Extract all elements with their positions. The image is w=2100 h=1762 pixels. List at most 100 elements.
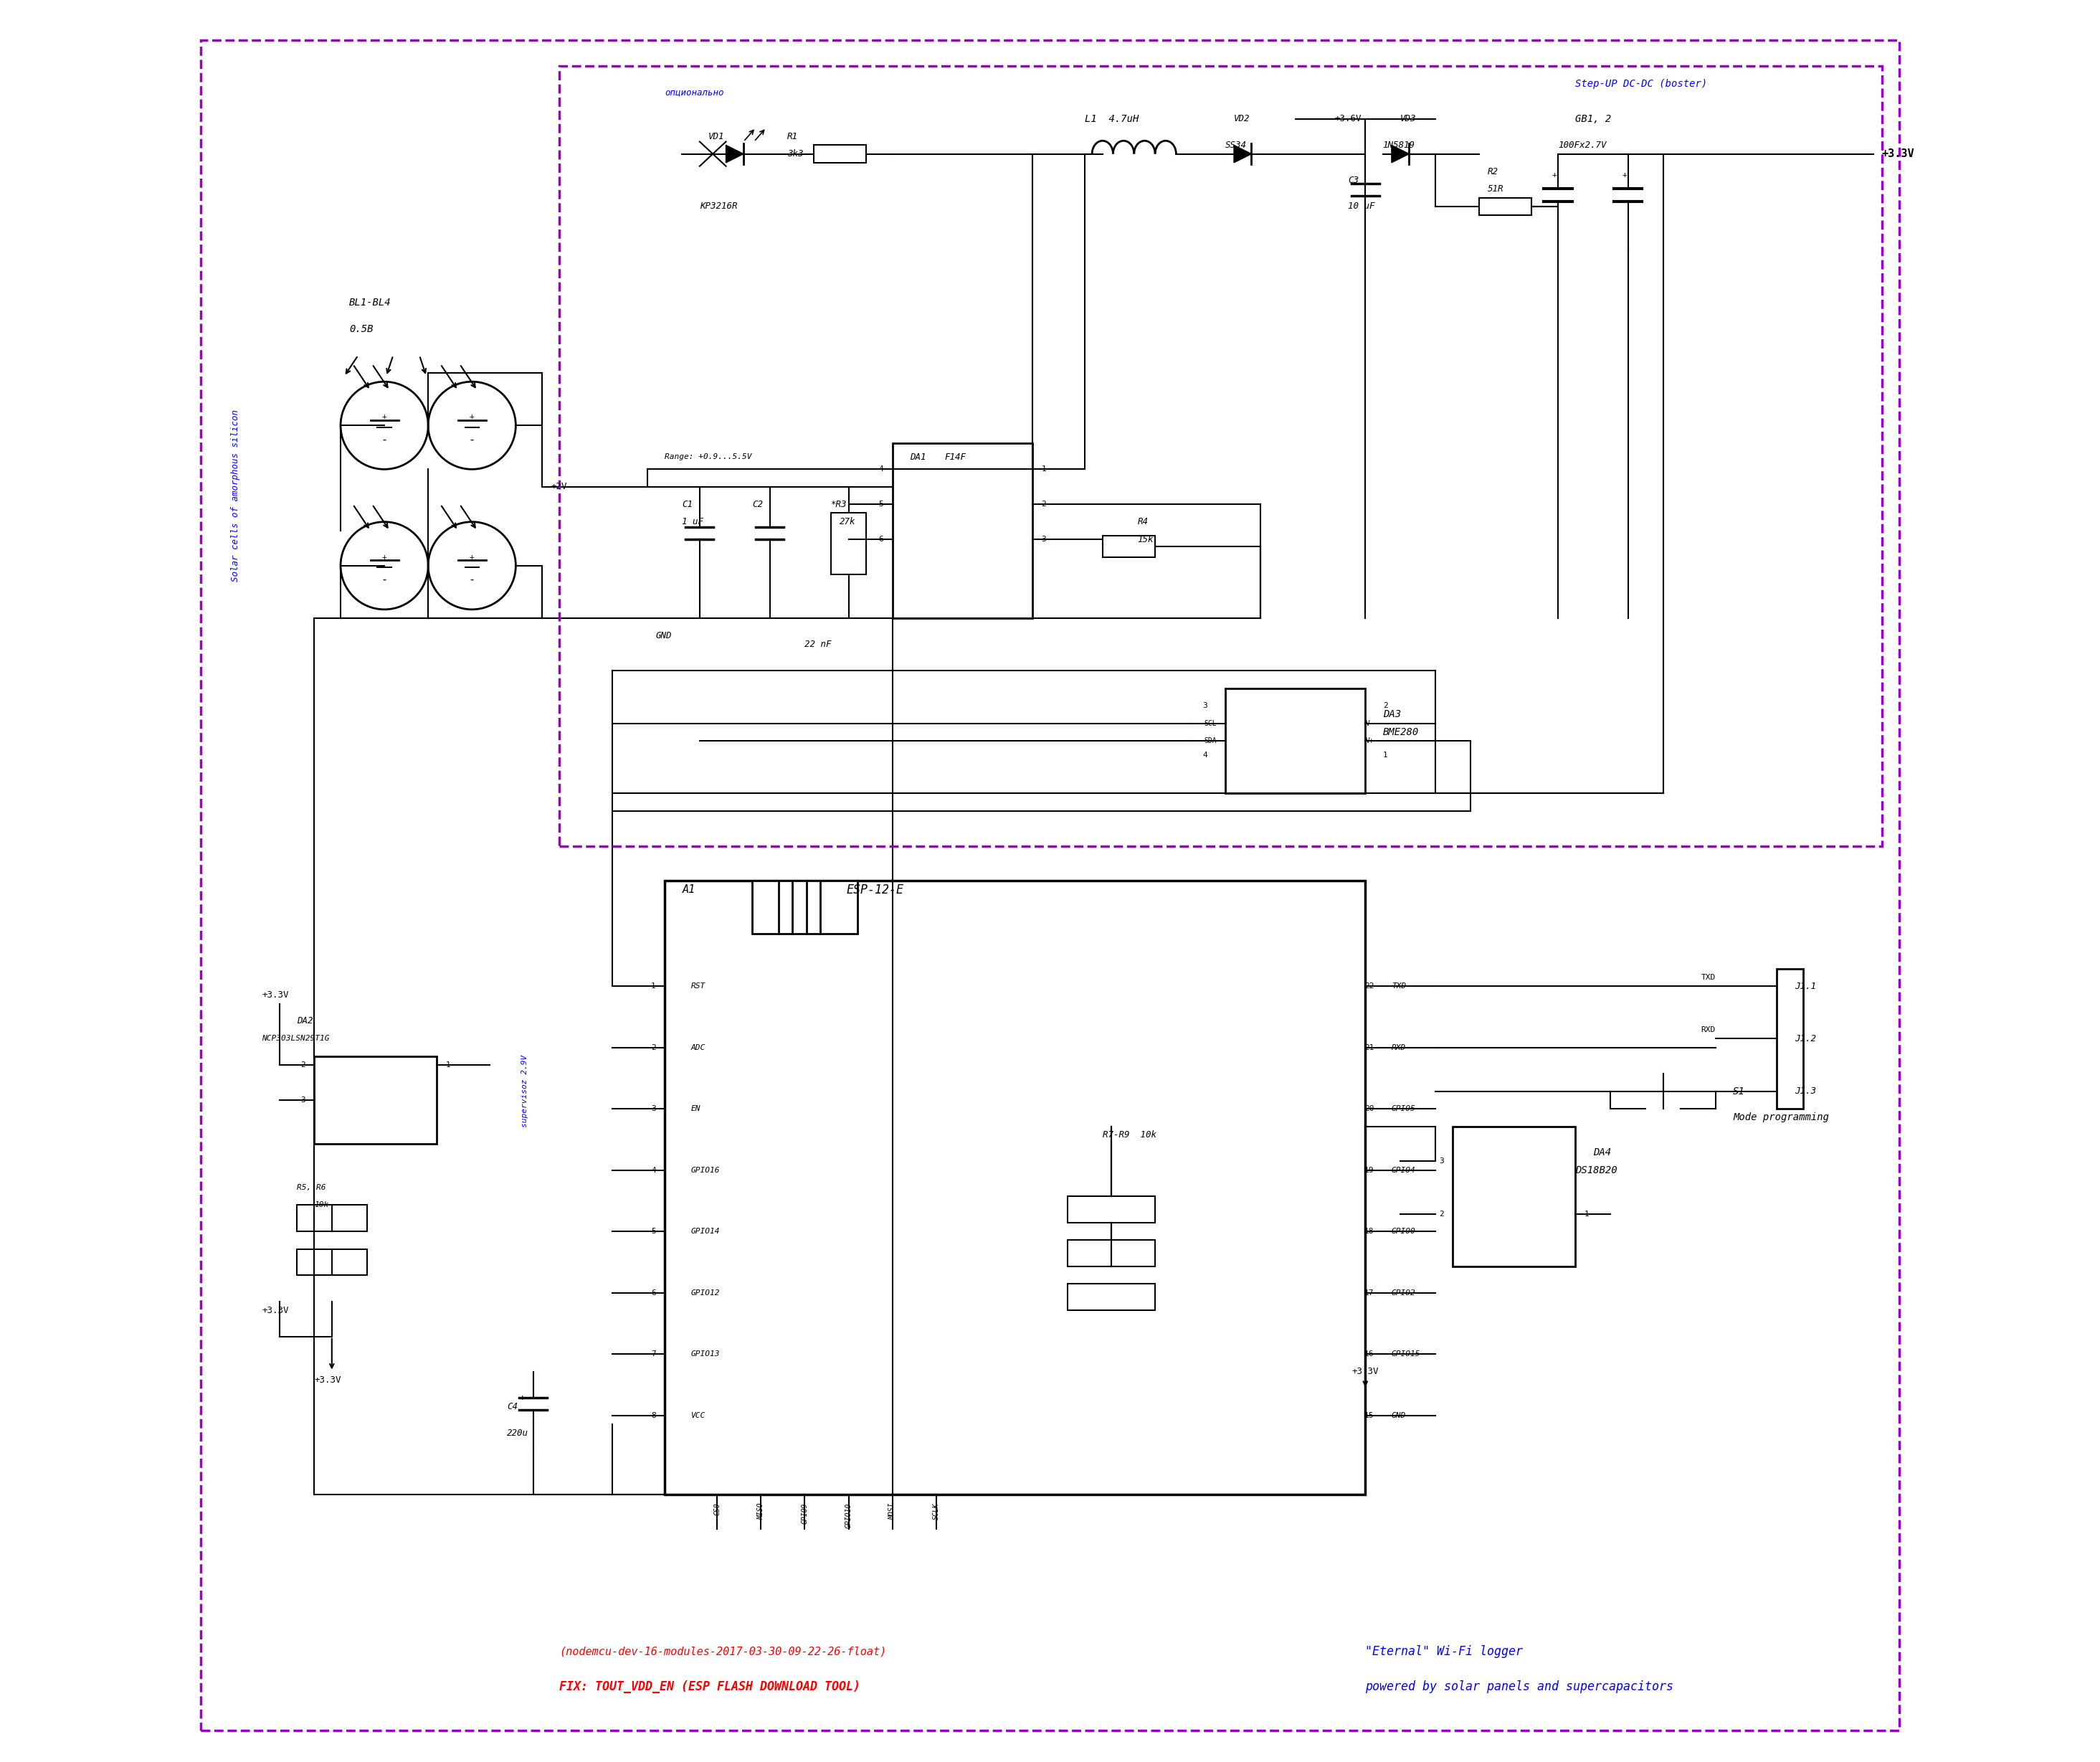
Text: 15k: 15k: [1138, 534, 1153, 544]
Text: GPIO0: GPIO0: [1392, 1228, 1415, 1235]
Text: 5: 5: [878, 500, 884, 507]
Text: supervisoz 2.9V: supervisoz 2.9V: [521, 1055, 527, 1128]
Polygon shape: [727, 144, 743, 162]
Text: 5: 5: [651, 1228, 655, 1235]
Text: 1: 1: [445, 1061, 452, 1068]
Bar: [832, 513, 865, 574]
Text: MISO: MISO: [758, 1503, 764, 1521]
Bar: [1777, 969, 1804, 1108]
Text: DA3: DA3: [1382, 710, 1401, 719]
Text: BME280: BME280: [1382, 728, 1420, 737]
Text: 1: 1: [1042, 465, 1046, 472]
Text: C1: C1: [683, 500, 693, 509]
Text: 3: 3: [300, 1096, 307, 1103]
Text: EN: EN: [691, 1105, 701, 1112]
Text: -: -: [380, 433, 389, 444]
Text: 6: 6: [878, 536, 884, 543]
Text: DS18B20: DS18B20: [1575, 1165, 1617, 1175]
Text: 1: 1: [1583, 1210, 1590, 1218]
Text: SCL: SCL: [1203, 719, 1216, 728]
Text: +3.3V: +3.3V: [315, 1376, 340, 1385]
Text: Mode programming: Mode programming: [1732, 1112, 1829, 1122]
Text: 19: 19: [1365, 1166, 1373, 1173]
Text: powered by solar panels and supercapacitors: powered by solar panels and supercapacit…: [1365, 1681, 1674, 1693]
Text: +: +: [1552, 171, 1556, 178]
Text: J1.1: J1.1: [1793, 981, 1817, 990]
Text: Step-UP DC-DC (boster): Step-UP DC-DC (boster): [1575, 79, 1707, 88]
Text: FIX: TOUT_VDD_EN (ESP FLASH DOWNLOAD TOOL): FIX: TOUT_VDD_EN (ESP FLASH DOWNLOAD TOO…: [559, 1681, 861, 1693]
Text: +: +: [1621, 171, 1628, 178]
Text: RST: RST: [691, 983, 706, 990]
Polygon shape: [1392, 144, 1409, 162]
Text: 21: 21: [1365, 1043, 1373, 1050]
Text: S1: S1: [1732, 1085, 1745, 1096]
Text: Solar cells of amorphous silicon: Solar cells of amorphous silicon: [231, 409, 239, 581]
Text: F14F: F14F: [945, 453, 966, 462]
Text: 6: 6: [651, 1290, 655, 1297]
Text: V-: V-: [1365, 719, 1373, 728]
Text: SCLK: SCLK: [932, 1503, 939, 1521]
Bar: [1067, 1196, 1155, 1223]
Bar: [664, 881, 1365, 1494]
Text: 22 nF: 22 nF: [804, 640, 832, 648]
Text: 2: 2: [651, 1043, 655, 1050]
Text: VCC: VCC: [691, 1411, 706, 1418]
Text: 7: 7: [651, 1350, 655, 1359]
Bar: [1067, 1284, 1155, 1311]
Text: +3.3V: +3.3V: [262, 1306, 288, 1314]
Text: +3.3V: +3.3V: [1352, 1367, 1380, 1376]
Text: MOSI: MOSI: [888, 1503, 897, 1521]
Text: GPIO14: GPIO14: [691, 1228, 720, 1235]
Text: 17: 17: [1365, 1290, 1373, 1297]
Text: -: -: [468, 433, 475, 444]
Bar: [296, 1249, 368, 1276]
Text: 2: 2: [1042, 500, 1046, 507]
Text: 2: 2: [300, 1061, 307, 1068]
Text: +2V: +2V: [550, 483, 567, 492]
Text: 4: 4: [878, 465, 884, 472]
Text: +3.3V: +3.3V: [1882, 148, 1915, 159]
Text: GPIO12: GPIO12: [691, 1290, 720, 1297]
Text: CS0: CS0: [714, 1503, 720, 1515]
Text: RXD: RXD: [1701, 1025, 1716, 1034]
Bar: [1453, 1126, 1575, 1267]
Text: 3k3: 3k3: [788, 150, 804, 159]
Text: DA1: DA1: [909, 453, 926, 462]
Text: ADC: ADC: [691, 1043, 706, 1050]
Text: "Eternal" Wi-Fi logger: "Eternal" Wi-Fi logger: [1365, 1646, 1523, 1658]
Text: KP3216R: KP3216R: [699, 203, 737, 211]
Text: 18: 18: [1365, 1228, 1373, 1235]
Text: V+: V+: [1365, 737, 1373, 744]
Text: 1 uF: 1 uF: [683, 518, 704, 527]
Text: 16: 16: [1365, 1350, 1373, 1359]
Text: +3.3V: +3.3V: [262, 990, 288, 999]
Text: VD2: VD2: [1235, 115, 1250, 123]
Text: GND: GND: [1392, 1411, 1407, 1418]
Text: 3: 3: [1042, 536, 1046, 543]
Text: (nodemcu-dev-16-modules-2017-03-30-09-22-26-float): (nodemcu-dev-16-modules-2017-03-30-09-22…: [559, 1646, 886, 1658]
Text: GND: GND: [655, 631, 672, 640]
Text: 2: 2: [1439, 1210, 1445, 1218]
Text: 3: 3: [1203, 703, 1208, 710]
Text: 3: 3: [651, 1105, 655, 1112]
Bar: [752, 881, 857, 934]
Text: BL1-BL4: BL1-BL4: [349, 298, 391, 308]
Bar: [1103, 536, 1155, 557]
Text: J1.2: J1.2: [1793, 1034, 1817, 1043]
Text: TXD: TXD: [1701, 974, 1716, 981]
Text: L1  4.7uH: L1 4.7uH: [1086, 115, 1138, 123]
Text: 220u: 220u: [506, 1429, 529, 1438]
Text: ESP-12-E: ESP-12-E: [846, 883, 903, 897]
Text: 10 uF: 10 uF: [1348, 203, 1376, 211]
Text: опционально: опционально: [664, 88, 724, 97]
Text: Range: +0.9...5.5V: Range: +0.9...5.5V: [664, 453, 752, 460]
Text: GPIO15: GPIO15: [1392, 1350, 1420, 1359]
Text: A1: A1: [683, 885, 695, 895]
Text: GPIO13: GPIO13: [691, 1350, 720, 1359]
Text: 10k: 10k: [315, 1202, 330, 1209]
Text: DA2: DA2: [296, 1017, 313, 1025]
Polygon shape: [1235, 144, 1252, 162]
Bar: [1224, 689, 1365, 793]
Text: 20: 20: [1365, 1105, 1373, 1112]
Text: GPIO16: GPIO16: [691, 1166, 720, 1173]
